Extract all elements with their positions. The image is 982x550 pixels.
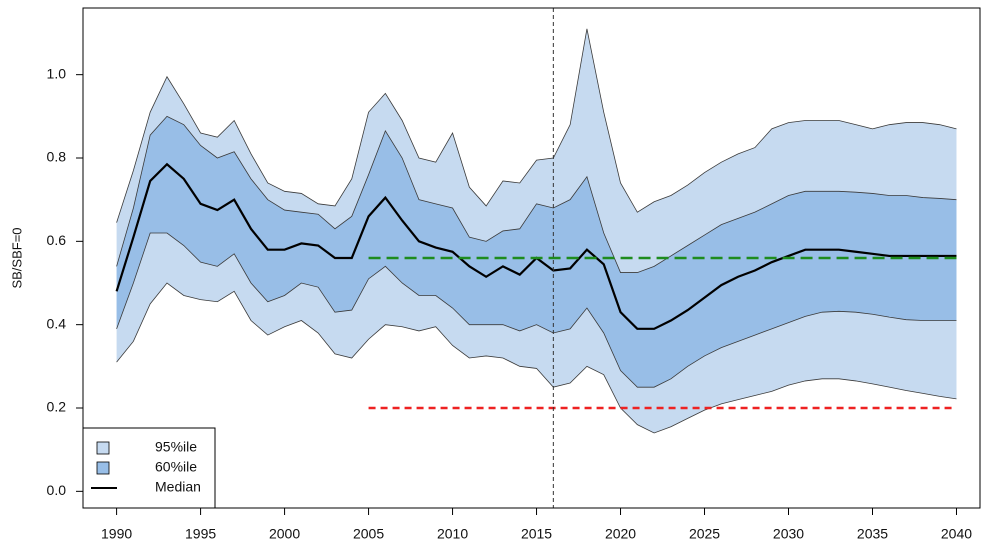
- y-tick-label: 0.6: [47, 232, 67, 248]
- y-tick-label: 0.8: [47, 149, 67, 165]
- band-edge: [116, 28, 957, 223]
- y-tick-label: 0.4: [47, 315, 67, 331]
- x-tick-label: 2015: [521, 526, 552, 542]
- x-tick-label: 2040: [941, 526, 972, 542]
- x-tick-label: 2010: [437, 526, 468, 542]
- legend: 95%ile 60%ile Median: [82, 427, 216, 509]
- y-tick-label: 1.0: [47, 65, 67, 81]
- band-edge: [116, 282, 957, 434]
- band-edge: [116, 115, 957, 273]
- x-tick-label: 2020: [605, 526, 636, 542]
- plot-frame: [82, 7, 981, 509]
- legend-label: 95%ile: [155, 439, 197, 455]
- legend-swatch: [96, 461, 110, 475]
- x-tick-label: 2030: [773, 526, 804, 542]
- y-axis-label: SB/SBF=0: [9, 227, 24, 288]
- legend-label: Median: [155, 479, 201, 495]
- legend-swatch: [96, 441, 110, 455]
- band-fill: [116, 116, 957, 388]
- x-tick-label: 2005: [353, 526, 384, 542]
- x-tick-label: 1990: [101, 526, 132, 542]
- y-tick-label: 0.2: [47, 399, 67, 415]
- x-tick-label: 2025: [689, 526, 720, 542]
- x-tick-label: 2000: [269, 526, 300, 542]
- legend-label: 60%ile: [155, 459, 197, 475]
- x-tick-label: 1995: [185, 526, 216, 542]
- band-edge: [116, 232, 957, 388]
- y-tick-label: 0.0: [47, 482, 67, 498]
- x-tick-label: 2035: [857, 526, 888, 542]
